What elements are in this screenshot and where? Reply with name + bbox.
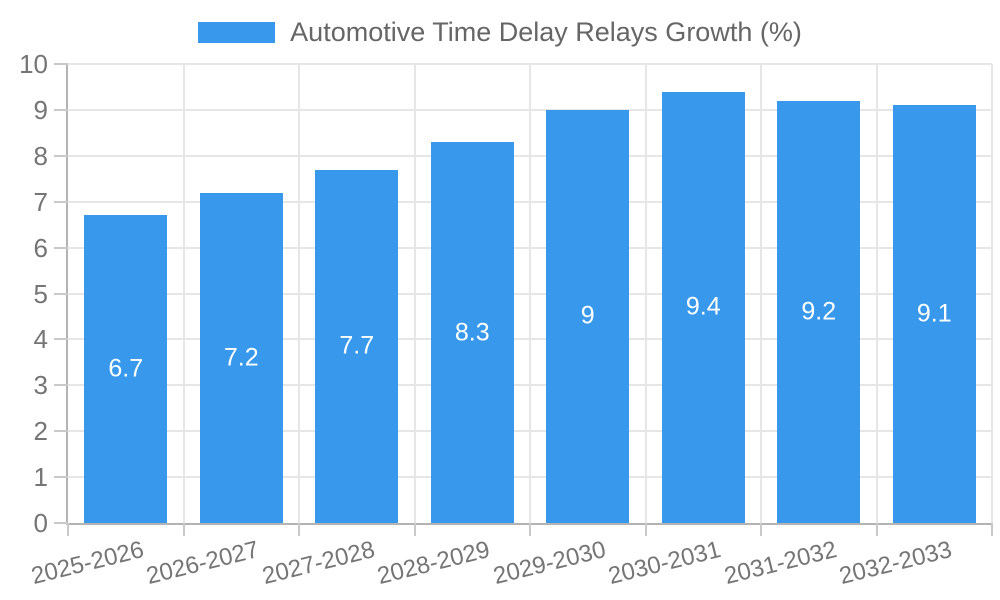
bar-value-label: 9.1: [916, 299, 952, 328]
y-axis-tick: [54, 430, 68, 433]
bar-value-label: 9.4: [685, 292, 721, 321]
y-axis-label: 10: [19, 49, 48, 79]
bar-value-label: 6.7: [108, 354, 144, 383]
y-axis-tick: [54, 108, 68, 111]
gridline-vertical: [182, 64, 185, 523]
y-axis-label: 9: [33, 94, 48, 125]
y-axis-tick: [54, 246, 68, 249]
y-axis-tick: [54, 522, 68, 524]
y-axis-tick: [54, 154, 68, 157]
y-axis-label: 2: [33, 416, 48, 447]
x-axis-tick: [991, 523, 993, 536]
gridline-vertical: [644, 64, 647, 523]
legend-label: Automotive Time Delay Relays Growth (%): [290, 16, 802, 47]
gridline-vertical: [413, 64, 416, 523]
gridline-vertical: [760, 64, 762, 523]
y-axis-tick: [54, 476, 68, 479]
gridline-vertical: [875, 64, 878, 523]
bar-value-label: 7.7: [339, 331, 375, 360]
gridline-vertical: [529, 64, 531, 523]
bar-value-label: 7.2: [223, 343, 259, 372]
gridline-vertical: [298, 64, 300, 523]
bar[interactable]: 9.1: [892, 105, 976, 523]
y-axis-line: [66, 64, 68, 525]
y-axis-label: 0: [33, 508, 48, 538]
bar[interactable]: 8.3: [430, 142, 514, 523]
x-axis-tick: [760, 523, 762, 536]
legend-swatch[interactable]: [198, 21, 276, 43]
bar[interactable]: 7.7: [315, 169, 399, 523]
x-axis-tick: [875, 523, 878, 536]
bar-value-label: 9.2: [801, 297, 837, 326]
x-axis-tick: [644, 523, 647, 536]
y-axis-label: 7: [33, 186, 48, 217]
bar[interactable]: 9.4: [661, 91, 745, 523]
y-axis-label: 8: [33, 140, 48, 171]
y-axis-tick: [54, 338, 68, 341]
y-axis-tick: [54, 63, 68, 65]
y-axis-label: 1: [33, 462, 48, 493]
plot-area: 6.7 7.2 7.7 8.3 9 9.4 9.2 9.1: [66, 63, 993, 525]
x-axis-tick: [298, 523, 300, 536]
bar-value-label: 8.3: [454, 318, 490, 347]
y-axis-tick: [54, 384, 68, 387]
bar-value-label: 9: [580, 301, 595, 330]
legend[interactable]: Automotive Time Delay Relays Growth (%): [0, 14, 1000, 50]
x-axis-tick: [529, 523, 531, 536]
y-axis-label: 6: [33, 232, 48, 263]
x-axis-tick: [182, 523, 185, 536]
y-axis-tick: [54, 292, 68, 295]
y-axis-label: 4: [33, 324, 48, 355]
bar[interactable]: 9: [546, 109, 630, 523]
bar[interactable]: 9.2: [777, 100, 861, 523]
bar[interactable]: 6.7: [84, 215, 168, 523]
bar[interactable]: 7.2: [199, 192, 283, 523]
gridline-vertical: [991, 64, 993, 523]
x-axis-tick: [67, 523, 69, 536]
y-axis-label: 3: [33, 370, 48, 401]
y-axis-tick: [54, 200, 68, 203]
x-axis-tick: [413, 523, 416, 536]
y-axis-label: 5: [33, 278, 48, 309]
